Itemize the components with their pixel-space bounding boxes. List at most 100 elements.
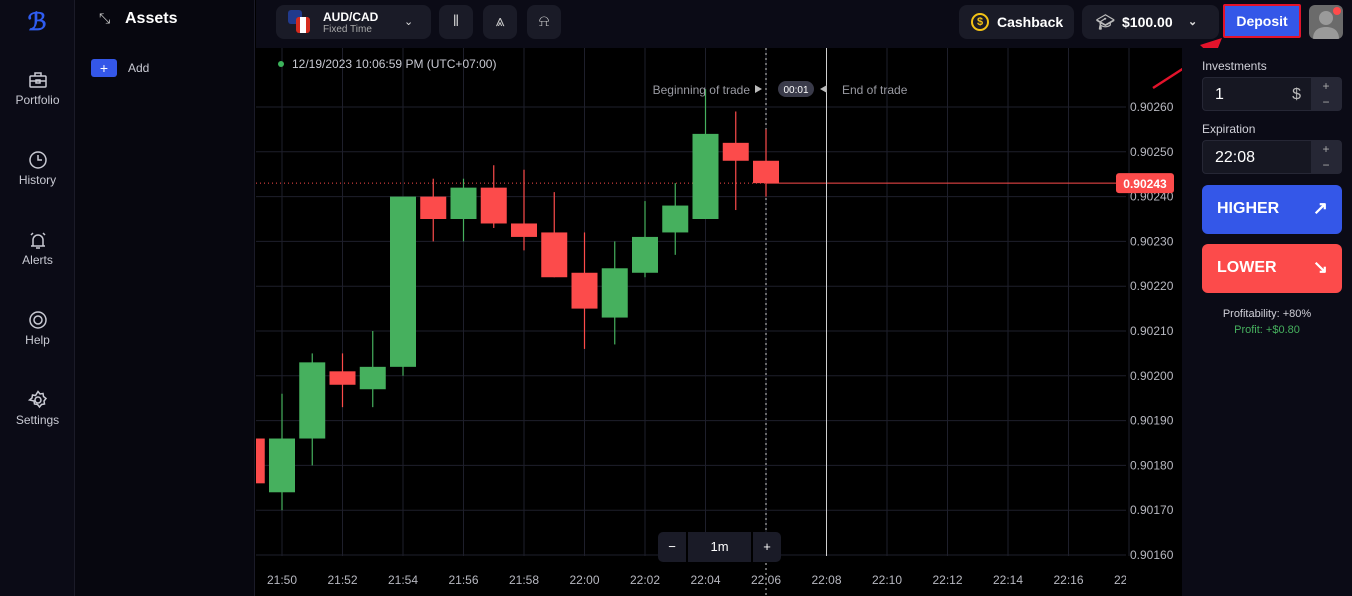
x-tick-label: 21:52: [327, 573, 357, 587]
x-tick-label: 21:58: [509, 573, 539, 587]
cashback-icon: $: [971, 13, 989, 31]
nav-label: Help: [25, 333, 50, 347]
left-nav: ℬ Portfolio History Alerts Help Settings: [0, 0, 75, 596]
currency-symbol: $: [1292, 86, 1301, 103]
chevron-down-icon: ⌄: [1188, 16, 1198, 28]
expiration-increase-button[interactable]: +: [1322, 142, 1330, 156]
countdown-text: 00:01: [783, 85, 808, 96]
current-price-badge: [1116, 173, 1174, 194]
y-tick-label: 0.90180: [1130, 458, 1174, 472]
deposit-button[interactable]: Deposit: [1223, 4, 1301, 38]
nav-history[interactable]: History: [0, 150, 75, 187]
candle-body: [662, 205, 689, 233]
user-icon: [1313, 11, 1339, 39]
avatar[interactable]: [1309, 5, 1343, 39]
higher-button[interactable]: HIGHER ↗: [1202, 185, 1342, 234]
candle-body: [722, 142, 749, 161]
candle-body: [541, 232, 568, 278]
x-tick-label: 22:10: [872, 573, 902, 587]
y-tick-label: 0.90160: [1130, 548, 1174, 562]
arrow-up-right-icon: ↗: [1312, 198, 1328, 218]
y-tick-label: 0.90250: [1130, 145, 1174, 159]
collapse-icon[interactable]: ⤡: [99, 10, 111, 26]
candle-body: [269, 438, 295, 493]
gear-icon: [27, 390, 47, 409]
candle-body: [299, 362, 326, 439]
play-icon: [755, 85, 762, 93]
nav-portfolio[interactable]: Portfolio: [0, 70, 75, 107]
nav-label: Alerts: [22, 253, 53, 267]
current-price-text: 0.90243: [1123, 177, 1167, 191]
candle-body: [601, 268, 628, 318]
chevron-down-icon: ⌄: [404, 16, 414, 28]
chart-type-button[interactable]: 𝍪: [439, 5, 473, 39]
candle-body: [511, 223, 537, 237]
y-tick-label: 0.90260: [1130, 100, 1174, 114]
expiration-input[interactable]: 22:08 + −: [1202, 140, 1342, 174]
profitability-text: Profitability: +80%: [1222, 308, 1312, 320]
y-tick-label: 0.90230: [1130, 234, 1174, 248]
lower-label: LOWER: [1217, 259, 1277, 276]
countdown-badge: [778, 81, 814, 97]
top-bar: AUD/CAD Fixed Time ⌄ 𝍪 ⩓ ⍾ $ Cashback 🎓︎…: [256, 0, 1352, 48]
candle-body: [571, 272, 598, 309]
app-logo[interactable]: ℬ: [27, 9, 47, 36]
lower-button[interactable]: LOWER ↘: [1202, 244, 1342, 293]
live-dot: [278, 61, 284, 67]
drawing-tools-button[interactable]: ⩓: [483, 5, 517, 39]
x-tick-label: 22:02: [630, 573, 660, 587]
canada-flag-icon: [296, 17, 310, 33]
briefcase-icon: [28, 72, 47, 88]
y-tick-label: 0.90210: [1130, 324, 1174, 338]
x-tick-label: 22:00: [569, 573, 599, 587]
investment-decrease-button[interactable]: −: [1322, 95, 1330, 109]
add-alert-button[interactable]: ⍾: [527, 5, 561, 39]
x-tick-label: 22:08: [811, 573, 841, 587]
bell-icon: [29, 232, 46, 249]
balance-value: $100.00: [1122, 14, 1173, 30]
candle-body: [753, 160, 779, 184]
nav-help[interactable]: Help: [0, 310, 75, 347]
trade-panel: Investments 1 $ + − Expiration 22:08 + − H…: [1182, 48, 1352, 596]
cashback-button[interactable]: $ Cashback: [959, 5, 1074, 39]
trade-end-label: End of trade: [842, 83, 908, 97]
price-chart[interactable]: 0.902600.902500.902400.902300.902200.902…: [256, 48, 1181, 596]
balance-selector[interactable]: 🎓︎ $100.00 ⌄: [1082, 5, 1219, 39]
add-asset-label[interactable]: Add: [128, 61, 150, 75]
timeframe-value[interactable]: 1m: [710, 539, 729, 554]
arrow-down-right-icon: ↘: [1312, 257, 1328, 277]
nav-alerts[interactable]: Alerts: [0, 230, 75, 267]
x-tick-label: 22:12: [932, 573, 962, 587]
zoom-in-button[interactable]: +: [751, 532, 781, 562]
investments-label: Investments: [1202, 59, 1267, 73]
nav-settings[interactable]: Settings: [0, 390, 75, 427]
add-asset-button[interactable]: +: [91, 59, 117, 77]
x-tick-label: 21:54: [388, 573, 418, 587]
candle-body: [450, 187, 477, 219]
x-tick-label: 22:16: [1053, 573, 1083, 587]
candle-body: [329, 371, 356, 385]
investment-value: 1: [1215, 86, 1224, 103]
expiration-decrease-button[interactable]: −: [1322, 158, 1330, 172]
candles-icon: 𝍪: [453, 13, 459, 30]
zoom-out-button[interactable]: −: [658, 532, 688, 562]
assets-title: Assets: [125, 10, 178, 27]
investment-increase-button[interactable]: +: [1322, 79, 1330, 93]
y-tick-label: 0.90200: [1130, 369, 1174, 383]
lifebuoy-icon: [28, 311, 47, 329]
bell-plus-icon: ⍾: [538, 13, 550, 30]
compass-icon: ⩓: [495, 13, 505, 30]
higher-label: HIGHER: [1217, 200, 1280, 217]
investment-input[interactable]: 1 $ + −: [1202, 77, 1342, 111]
history-icon: [28, 151, 47, 169]
candle-body: [359, 366, 386, 390]
y-tick-label: 0.90220: [1130, 279, 1174, 293]
candle-body: [632, 236, 658, 273]
x-tick-label: 21:50: [267, 573, 297, 587]
pair-name: AUD/CAD: [323, 10, 379, 24]
arrow-left-icon: [820, 85, 827, 93]
asset-selector[interactable]: AUD/CAD Fixed Time ⌄: [276, 5, 431, 39]
x-tick-label: 22:14: [993, 573, 1023, 587]
nav-label: Portfolio: [15, 93, 60, 107]
chart-timestamp: 12/19/2023 10:06:59 PM (UTC+07:00): [278, 57, 496, 71]
